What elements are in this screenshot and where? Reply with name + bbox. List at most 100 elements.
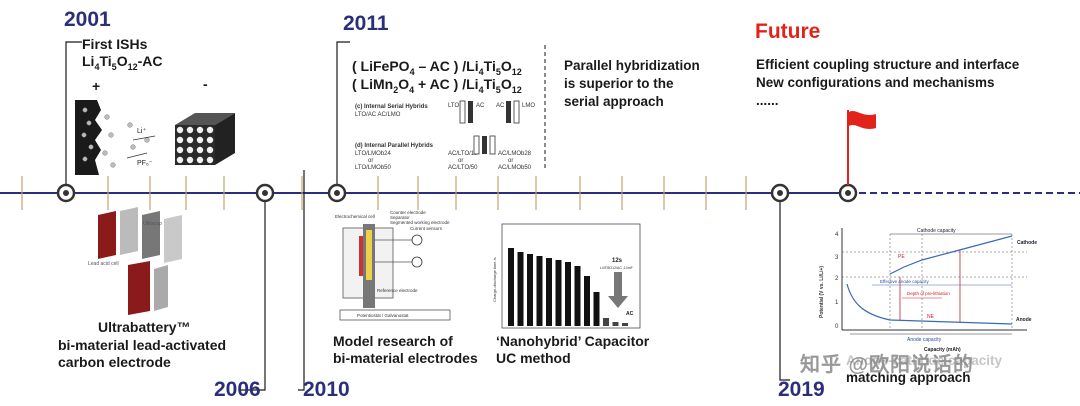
parallel-hybrid-diagram [473,135,496,155]
nanohybrid-bar [612,322,619,326]
future-line1: Efficient coupling structure and interfa… [756,57,1020,72]
future-line3: ...... [756,93,779,108]
ultrabattery-illustration: Lead acid cell Ultracap [88,207,182,315]
cathode-label: Cathode [1017,240,1037,246]
pf6-label: PF₆⁻ [137,160,153,167]
anode-label: Anode [1016,317,1032,323]
connector-2006 [240,199,266,391]
year-2010: 2010 [303,378,350,401]
year-2006: 2006 [214,378,261,401]
nanohybrid-bar [517,252,524,326]
year-2011: 2011 [343,12,389,35]
cube-pore [176,136,184,144]
parallel-right-3: AC/LMOb50 [498,165,532,171]
parallel-mid-3: AC/LTO/50 [448,165,478,171]
pe-label: PE [898,254,905,260]
parallel-right-1: AC/LMOb28 [498,151,532,157]
nanohybrid-bar [622,323,628,326]
svg-text:AC: AC [476,103,485,109]
ytick-0: 0 [835,324,839,330]
connector-2001 [65,41,82,187]
ytick-2: 2 [835,276,839,282]
cube-pore [196,156,204,164]
anode-capacity-label: Anode capacity [907,337,942,343]
parallel-note-1: Parallel hybridization [564,58,700,73]
cube-pore [176,126,184,134]
parallel-left-3: LTO/LMOb50 [355,165,391,171]
nanohybrid-ac-label: AC [626,311,634,317]
nanohybrid-bar [536,256,543,326]
cube-pore [196,126,204,134]
serial-hybrid-diagram: LTO AC AC LMO [448,100,535,124]
cathode-electrode [75,100,102,175]
serial-hybrids-sub: LTO/AC AC/LMO [355,112,401,118]
matching-ylabel: Potential (V vs. Li/Li+) [819,266,825,318]
anode-cube [175,113,235,165]
nanohybrid-bar [565,262,571,326]
ne-label: NE [927,314,935,320]
model-line1: Model research of [333,333,453,349]
watermark: 知乎 @欧阳说话的 [800,354,975,376]
model-label-reference: Reference electrode [377,288,418,293]
minus-sign: - [203,76,208,92]
parallel-hybrids-title: (d) Internal Parallel Hybrids [355,143,434,149]
matching-xlabel: Capacity (mAh) [924,347,961,353]
cube-pore [206,146,214,154]
parallel-mid-2: or [458,158,464,164]
nanohybrid-bar [593,292,600,326]
down-arrow-icon [608,272,628,308]
marker-future [838,183,858,203]
flag-icon [849,111,876,129]
cube-pore [196,136,204,144]
first-ishs-formula: Li4Ti5O12-AC [82,53,163,72]
nanohybrid-bar [603,318,609,326]
model-label-segmented: Segmented working electrode [390,220,450,225]
future-line2: New configurations and mechanisms [756,75,995,90]
connector-2010 [298,170,305,391]
nanohybrid-bar [546,258,552,326]
cube-pore [186,156,194,164]
ultrabattery-line3: carbon electrode [58,354,171,370]
svg-text:Ultracap: Ultracap [143,221,162,227]
nanohybrid-bar [574,266,581,326]
cube-pore [186,146,194,154]
cube-pore [206,156,214,164]
nanohybrid-tag-sub: Li4Ti5O12/AC ,10mF [600,266,633,270]
connector-2011 [336,41,350,187]
li-plus-label: Li⁺ [137,127,146,135]
connector-2019 [779,199,790,381]
nanohybrid-ylabel: Charge-discharge time /s [492,257,497,302]
cathode-curve [889,235,1013,275]
ytick-1: 1 [835,300,839,306]
ytick-4: 4 [835,232,839,238]
year-2001: 2001 [64,8,111,31]
future-label: Future [755,20,821,43]
cube-pore [196,146,204,154]
li-arrow [132,135,156,141]
ytick-3: 3 [835,255,839,261]
svg-text:LTO: LTO [448,103,459,109]
nanohybrid-bar [527,254,533,326]
parallel-right-2: or [508,158,514,164]
model-label-sensors: Current sensors [410,226,443,231]
ultrabattery-line2: bi-material lead-activated [58,337,227,353]
effective-anode-label: Effective anode capacity [880,279,929,284]
matching-chart: 4 3 2 1 0 Potential (V vs. Li/Li+) Catho… [819,228,1037,353]
marker-2001 [56,183,76,203]
nanohybrid-bar [584,276,590,326]
cube-pore [186,126,194,134]
cube-pore [176,146,184,154]
marker-2011 [327,183,347,203]
svg-text:Lead acid cell: Lead acid cell [88,261,119,267]
svg-text:AC: AC [496,103,505,109]
serial-hybrids-title: (c) Internal Serial Hybrids [355,104,428,110]
formula-lfp: ( LiFePO4 – AC ) /Li4Ti5O12 [352,58,522,77]
parallel-left-1: LTO/LMOb24 [355,151,391,157]
nanohybrid-bar [555,260,562,326]
parallel-note-3: serial approach [564,94,664,109]
ish-illustration: Li⁺ PF₆⁻ [75,100,235,175]
year-2019: 2019 [778,378,825,401]
cathode-capacity-label: Cathode capacity [917,228,956,234]
